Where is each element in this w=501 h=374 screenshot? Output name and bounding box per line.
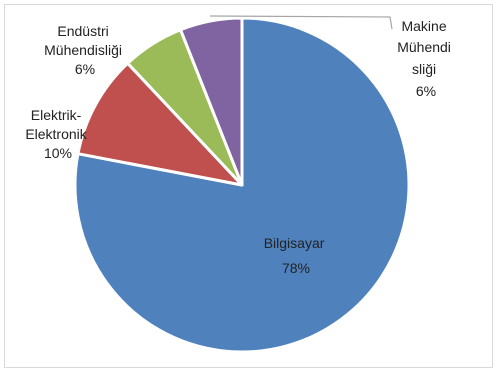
leader-line-makine [209, 15, 393, 30]
label-endustri-muhendisligi: Endüstri Mühendisliği 6% [44, 23, 126, 77]
label-makine-muhendisligi: Makine Mühendi sliği 6% [397, 18, 455, 99]
pie-slice-bilgisayar [73, 16, 411, 354]
pie-slice-elektrik [76, 61, 244, 187]
pie-slices [73, 16, 411, 354]
leader-lines [209, 15, 393, 30]
label-bilgisayar: Bilgisayar 78% [264, 235, 329, 276]
label-elektrik-elektronik: Elektrik- Elektronik 10% [25, 107, 90, 161]
pie-slice-makine [179, 16, 244, 187]
